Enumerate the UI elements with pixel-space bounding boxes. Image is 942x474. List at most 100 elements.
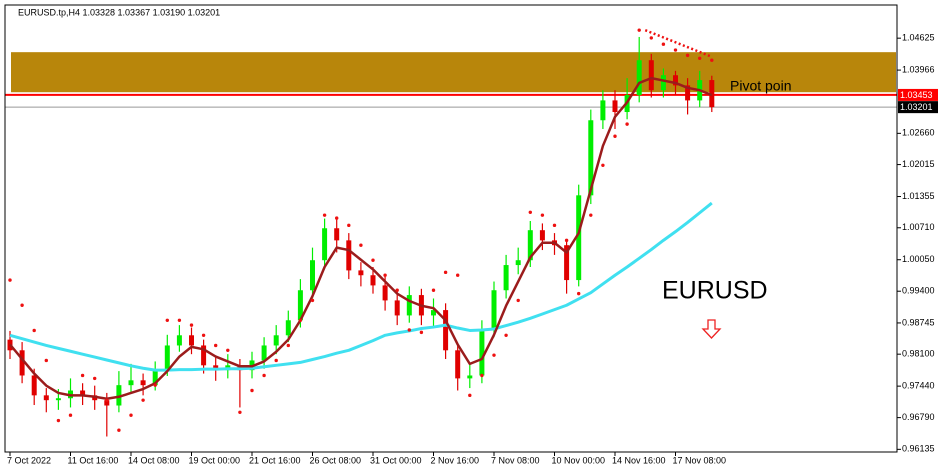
sar-dot — [504, 333, 508, 337]
sar-dot — [177, 318, 182, 322]
sar-dot — [456, 273, 460, 277]
candle-body — [394, 300, 400, 316]
sar-dot — [20, 303, 24, 307]
y-tick-label: 1.00710 — [902, 222, 935, 232]
x-tick-label: 14 Oct 08:00 — [128, 455, 180, 465]
price-label-box — [898, 88, 938, 101]
candle-body — [382, 285, 388, 301]
x-tick-label: 31 Oct 00:00 — [370, 455, 422, 465]
sar-dot — [250, 388, 254, 393]
candle-body — [104, 400, 110, 406]
candle-body — [576, 195, 582, 281]
candle-body — [431, 310, 436, 316]
sar-dot — [552, 223, 557, 228]
candle-body — [164, 345, 170, 371]
candle-body — [660, 75, 666, 91]
candle-body — [600, 100, 606, 121]
candle-body — [527, 230, 533, 261]
x-tick-label: 2 Nov 16:00 — [431, 455, 480, 465]
sar-dot — [298, 318, 303, 322]
chart-title: EURUSD.tp,H4 1.03328 1.03367 1.03190 1.0… — [18, 7, 220, 17]
y-tick-label: 1.04625 — [902, 33, 935, 43]
sar-dot — [8, 278, 12, 282]
sar-dot — [262, 373, 266, 378]
sar-dot — [613, 134, 617, 138]
y-tick-label: 1.02660 — [902, 128, 935, 138]
candle-body — [709, 80, 715, 108]
annotation: Pivot poin — [730, 78, 791, 94]
candle-body — [406, 295, 412, 316]
sar-dot — [105, 398, 109, 402]
y-tick-label: 0.99400 — [902, 286, 935, 296]
sar-dot — [649, 36, 653, 40]
price-label: 1.03201 — [900, 102, 933, 112]
sar-dot — [492, 353, 496, 357]
candle-body — [539, 230, 545, 241]
sar-dot — [93, 376, 97, 381]
sar-dot — [359, 243, 363, 247]
candle-body — [116, 385, 122, 406]
sar-dot — [431, 288, 436, 292]
candle-body — [443, 310, 449, 351]
sar-dot — [564, 238, 569, 243]
y-tick-label: 1.03966 — [902, 64, 935, 74]
candle-body — [310, 260, 315, 291]
y-tick-label: 0.98745 — [902, 317, 935, 327]
fast-moving-average — [9, 76, 713, 400]
sar-dot — [637, 28, 641, 32]
candle-body — [612, 100, 618, 113]
sar-dot — [577, 291, 581, 296]
x-tick-label: 7 Oct 2022 — [7, 455, 51, 465]
sar-dot — [395, 288, 399, 292]
price-label: 1.03453 — [900, 90, 933, 100]
candle-body — [80, 390, 86, 396]
candle-body — [491, 290, 497, 331]
candle-body — [297, 290, 303, 321]
sar-dot — [625, 122, 629, 126]
sar-dot — [601, 163, 605, 168]
y-tick-label: 0.96790 — [902, 412, 935, 422]
candle-body — [564, 245, 570, 281]
candle-body — [358, 270, 364, 276]
sar-dot — [274, 358, 278, 363]
sar-dot — [238, 410, 242, 414]
sar-dot — [468, 393, 472, 398]
sar-dot — [141, 398, 145, 402]
candle-body — [648, 60, 654, 91]
candle-body — [370, 275, 376, 286]
x-tick-label: 10 Nov 00:00 — [552, 455, 606, 465]
sar-dot — [480, 373, 484, 378]
slow-moving-average — [9, 201, 713, 372]
y-tick-label: 0.98100 — [902, 349, 935, 359]
candle-body — [152, 370, 158, 386]
candle-body — [479, 330, 485, 376]
plot-area — [5, 28, 897, 437]
sar-dot — [419, 330, 424, 335]
y-tick-label: 0.97440 — [902, 381, 935, 391]
resistance-zone — [11, 52, 896, 93]
candle-body — [515, 260, 521, 266]
candle-body — [189, 335, 194, 346]
sar-dot — [80, 373, 85, 378]
candle-body — [467, 375, 473, 379]
x-tick-label: 14 Nov 16:00 — [612, 455, 666, 465]
sar-dot — [214, 343, 218, 348]
sar-dot — [685, 53, 690, 58]
sar-dot — [117, 428, 121, 432]
plot-frame — [4, 4, 898, 453]
x-tick-label: 19 Oct 00:00 — [189, 455, 241, 465]
sar-dot — [189, 323, 194, 327]
sar-dot — [32, 328, 36, 333]
candle-body — [140, 380, 146, 386]
sar-dot — [56, 418, 61, 423]
x-tick-label: 11 Oct 16:00 — [68, 455, 119, 465]
sar-dot — [322, 213, 327, 217]
sar-dot — [347, 223, 351, 228]
sar-dot — [226, 348, 230, 352]
sar-dot — [286, 343, 290, 348]
sar-dot — [698, 56, 702, 60]
y-tick-label: 0.96135 — [902, 444, 935, 454]
candle-body — [334, 228, 340, 241]
